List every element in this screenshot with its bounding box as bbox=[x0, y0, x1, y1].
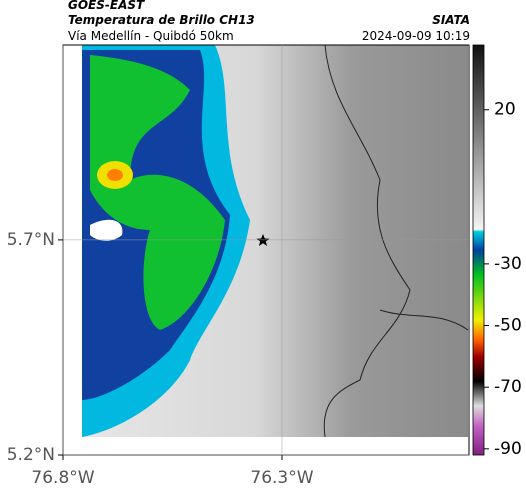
colorbar-label: 20 bbox=[494, 100, 516, 120]
border bbox=[323, 44, 411, 438]
imagery bbox=[82, 44, 469, 438]
cloud-green bbox=[90, 55, 225, 330]
datetime: 2024-09-09 10:19 bbox=[362, 29, 470, 43]
colorbar-label: -50 bbox=[494, 316, 522, 336]
x-tick-label: 76.3°W bbox=[250, 468, 313, 488]
colorbar bbox=[472, 44, 485, 456]
colorbar-label: -70 bbox=[494, 377, 522, 397]
axes: 76.8°W 76.3°W 5.2°N 5.7°N 20 -30 -50 -70 -90 bbox=[7, 45, 522, 488]
cloud-orange bbox=[107, 169, 123, 181]
y-tick-label: 5.7°N bbox=[7, 230, 55, 250]
x-tick-label: 76.8°W bbox=[31, 468, 94, 488]
title: GOES-EAST bbox=[68, 0, 145, 12]
source: SIATA bbox=[432, 13, 470, 27]
clear-patch bbox=[90, 219, 123, 241]
border bbox=[379, 309, 469, 331]
subtitle: Temperatura de Brillo CH13 bbox=[68, 13, 255, 27]
colorbar-label: -90 bbox=[494, 439, 522, 459]
colorbar-label: -30 bbox=[494, 254, 522, 274]
y-tick-label: 5.2°N bbox=[7, 445, 55, 465]
region: Vía Medellín - Quibdó 50km bbox=[68, 29, 234, 43]
header: GOES-EAST Temperatura de Brillo CH13 SIA… bbox=[68, 0, 470, 43]
